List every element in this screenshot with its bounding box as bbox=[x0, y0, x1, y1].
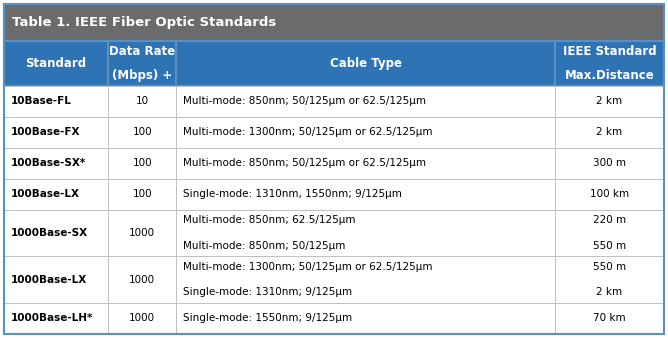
Text: Multi-mode: 850nm; 50/125μm or 62.5/125μm: Multi-mode: 850nm; 50/125μm or 62.5/125μ… bbox=[183, 96, 426, 106]
Text: Data Rate: Data Rate bbox=[109, 45, 176, 58]
Bar bbox=[555, 41, 664, 86]
Bar bbox=[108, 117, 176, 148]
Text: 220 m: 220 m bbox=[593, 216, 626, 225]
Text: 100: 100 bbox=[132, 158, 152, 168]
Bar bbox=[176, 117, 555, 148]
Bar bbox=[108, 210, 176, 256]
Text: Single-mode: 1550nm; 9/125μm: Single-mode: 1550nm; 9/125μm bbox=[183, 313, 353, 323]
Text: 1000: 1000 bbox=[129, 228, 156, 238]
Bar bbox=[108, 179, 176, 210]
Text: 1000: 1000 bbox=[129, 313, 156, 323]
Bar bbox=[176, 210, 555, 256]
Text: 100Base-SX*: 100Base-SX* bbox=[11, 158, 86, 168]
Text: 2 km: 2 km bbox=[597, 96, 623, 106]
Bar bbox=[108, 86, 176, 117]
Bar bbox=[4, 148, 108, 179]
Text: Max.Distance: Max.Distance bbox=[564, 69, 655, 82]
Text: 1000Base-LX: 1000Base-LX bbox=[11, 275, 88, 285]
Bar bbox=[555, 179, 664, 210]
Text: 100: 100 bbox=[132, 127, 152, 137]
Bar bbox=[555, 303, 664, 334]
Text: 10: 10 bbox=[136, 96, 149, 106]
Text: 10Base-FL: 10Base-FL bbox=[11, 96, 72, 106]
Text: 100Base-LX: 100Base-LX bbox=[11, 189, 80, 199]
Bar bbox=[4, 256, 108, 303]
Bar bbox=[4, 86, 108, 117]
Bar bbox=[555, 86, 664, 117]
Text: 100: 100 bbox=[132, 189, 152, 199]
Bar bbox=[176, 303, 555, 334]
Text: 1000Base-SX: 1000Base-SX bbox=[11, 228, 88, 238]
Text: Table 1. IEEE Fiber Optic Standards: Table 1. IEEE Fiber Optic Standards bbox=[12, 16, 277, 29]
Bar bbox=[555, 148, 664, 179]
Bar bbox=[176, 256, 555, 303]
Bar bbox=[4, 179, 108, 210]
Text: 300 m: 300 m bbox=[593, 158, 626, 168]
Bar bbox=[108, 303, 176, 334]
Bar bbox=[4, 117, 108, 148]
Text: Multi-mode: 850nm; 50/125μm: Multi-mode: 850nm; 50/125μm bbox=[183, 241, 345, 251]
Bar bbox=[108, 256, 176, 303]
Text: 1000Base-LH*: 1000Base-LH* bbox=[11, 313, 94, 323]
Text: IEEE Standard: IEEE Standard bbox=[562, 45, 657, 58]
Text: 1000: 1000 bbox=[129, 275, 156, 285]
Text: Multi-mode: 1300nm; 50/125μm or 62.5/125μm: Multi-mode: 1300nm; 50/125μm or 62.5/125… bbox=[183, 262, 433, 272]
Bar bbox=[4, 4, 664, 41]
Bar bbox=[555, 210, 664, 256]
Text: Multi-mode: 1300nm; 50/125μm or 62.5/125μm: Multi-mode: 1300nm; 50/125μm or 62.5/125… bbox=[183, 127, 433, 137]
Bar bbox=[176, 86, 555, 117]
Bar bbox=[108, 41, 176, 86]
Text: 2 km: 2 km bbox=[597, 127, 623, 137]
Bar bbox=[176, 41, 555, 86]
Text: Standard: Standard bbox=[25, 57, 87, 70]
Text: 100 km: 100 km bbox=[590, 189, 629, 199]
Bar bbox=[176, 179, 555, 210]
Text: Multi-mode: 850nm; 62.5/125μm: Multi-mode: 850nm; 62.5/125μm bbox=[183, 216, 356, 225]
Bar bbox=[4, 303, 108, 334]
Bar bbox=[4, 41, 108, 86]
Bar bbox=[555, 256, 664, 303]
Text: Cable Type: Cable Type bbox=[330, 57, 401, 70]
Bar bbox=[108, 148, 176, 179]
Text: Multi-mode: 850nm; 50/125μm or 62.5/125μm: Multi-mode: 850nm; 50/125μm or 62.5/125μ… bbox=[183, 158, 426, 168]
Text: 70 km: 70 km bbox=[593, 313, 626, 323]
Text: 550 m: 550 m bbox=[593, 262, 626, 272]
Bar bbox=[4, 210, 108, 256]
Text: 550 m: 550 m bbox=[593, 241, 626, 251]
Bar bbox=[176, 148, 555, 179]
Bar bbox=[555, 117, 664, 148]
Text: Single-mode: 1310nm; 9/125μm: Single-mode: 1310nm; 9/125μm bbox=[183, 287, 353, 297]
Text: Single-mode: 1310nm, 1550nm; 9/125μm: Single-mode: 1310nm, 1550nm; 9/125μm bbox=[183, 189, 402, 199]
Text: 100Base-FX: 100Base-FX bbox=[11, 127, 81, 137]
Text: (Mbps) +: (Mbps) + bbox=[112, 69, 172, 82]
Text: 2 km: 2 km bbox=[597, 287, 623, 297]
